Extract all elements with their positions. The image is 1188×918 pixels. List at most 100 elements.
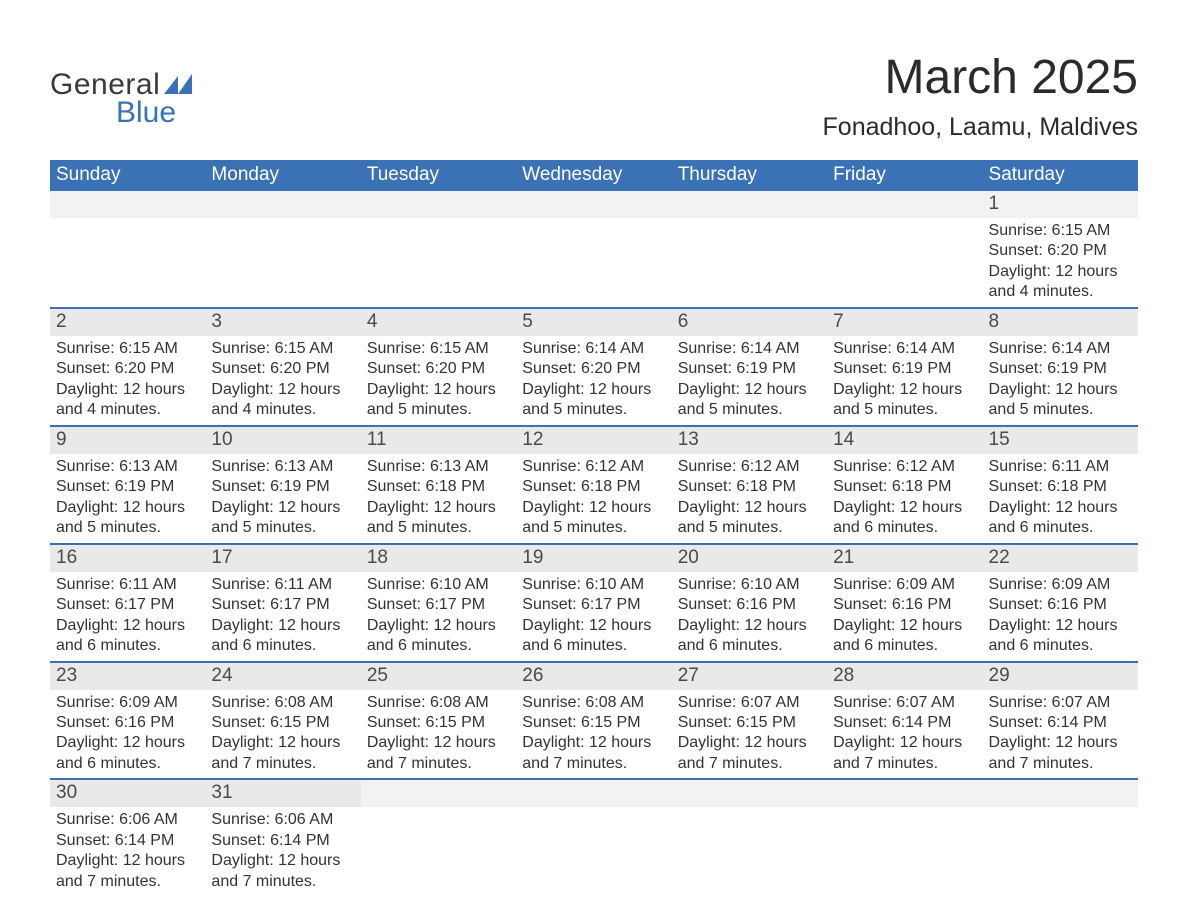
day-number-cell: [361, 779, 516, 807]
daylight-text: Daylight: 12 hours and 5 minutes.: [678, 498, 821, 539]
day-number-cell: 30: [50, 779, 205, 807]
day-detail-cell: Sunrise: 6:07 AMSunset: 6:15 PMDaylight:…: [672, 690, 827, 780]
sunrise-text: Sunrise: 6:13 AM: [211, 457, 354, 477]
day-number-cell: 12: [516, 426, 671, 454]
sunset-text: Sunset: 6:19 PM: [56, 477, 199, 497]
day-detail-cell: [516, 807, 671, 896]
daylight-text: Daylight: 12 hours and 5 minutes.: [211, 498, 354, 539]
day-detail-cell: Sunrise: 6:12 AMSunset: 6:18 PMDaylight:…: [516, 454, 671, 544]
daylight-text: Daylight: 12 hours and 6 minutes.: [989, 498, 1132, 539]
sunrise-text: Sunrise: 6:09 AM: [989, 575, 1132, 595]
sunrise-text: Sunrise: 6:15 AM: [989, 221, 1132, 241]
day-detail-cell: Sunrise: 6:07 AMSunset: 6:14 PMDaylight:…: [827, 690, 982, 780]
month-title: March 2025: [823, 50, 1138, 105]
day-number-cell: 22: [983, 544, 1138, 572]
calendar-header: Sunday Monday Tuesday Wednesday Thursday…: [50, 160, 1138, 191]
week-detail-row: Sunrise: 6:09 AMSunset: 6:16 PMDaylight:…: [50, 690, 1138, 780]
daylight-text: Daylight: 12 hours and 6 minutes.: [833, 616, 976, 657]
sunset-text: Sunset: 6:18 PM: [367, 477, 510, 497]
col-tuesday: Tuesday: [361, 160, 516, 191]
sunset-text: Sunset: 6:20 PM: [367, 359, 510, 379]
day-number-cell: 13: [672, 426, 827, 454]
day-number-cell: 15: [983, 426, 1138, 454]
day-detail-cell: Sunrise: 6:10 AMSunset: 6:17 PMDaylight:…: [516, 572, 671, 662]
day-number-cell: 23: [50, 662, 205, 690]
week-detail-row: Sunrise: 6:06 AMSunset: 6:14 PMDaylight:…: [50, 807, 1138, 896]
sunrise-text: Sunrise: 6:06 AM: [211, 810, 354, 830]
day-number-cell: 19: [516, 544, 671, 572]
day-detail-cell: Sunrise: 6:12 AMSunset: 6:18 PMDaylight:…: [672, 454, 827, 544]
day-detail-cell: Sunrise: 6:09 AMSunset: 6:16 PMDaylight:…: [50, 690, 205, 780]
sunset-text: Sunset: 6:19 PM: [989, 359, 1132, 379]
daylight-text: Daylight: 12 hours and 7 minutes.: [678, 733, 821, 774]
daylight-text: Daylight: 12 hours and 6 minutes.: [522, 616, 665, 657]
sunrise-text: Sunrise: 6:12 AM: [522, 457, 665, 477]
day-detail-cell: Sunrise: 6:11 AMSunset: 6:17 PMDaylight:…: [50, 572, 205, 662]
day-number-cell: 18: [361, 544, 516, 572]
week-daynum-row: 23242526272829: [50, 662, 1138, 690]
day-number-cell: 27: [672, 662, 827, 690]
calendar-page: General Blue March 2025 Fonadhoo, Laamu,…: [0, 0, 1188, 916]
day-detail-cell: Sunrise: 6:13 AMSunset: 6:18 PMDaylight:…: [361, 454, 516, 544]
sunset-text: Sunset: 6:20 PM: [989, 241, 1132, 261]
day-number-cell: 28: [827, 662, 982, 690]
day-detail-cell: Sunrise: 6:11 AMSunset: 6:17 PMDaylight:…: [205, 572, 360, 662]
daylight-text: Daylight: 12 hours and 7 minutes.: [211, 851, 354, 892]
day-detail-cell: [827, 807, 982, 896]
calendar-body: 1Sunrise: 6:15 AMSunset: 6:20 PMDaylight…: [50, 191, 1138, 896]
day-detail-cell: Sunrise: 6:09 AMSunset: 6:16 PMDaylight:…: [827, 572, 982, 662]
day-detail-cell: [983, 807, 1138, 896]
sunset-text: Sunset: 6:20 PM: [522, 359, 665, 379]
week-detail-row: Sunrise: 6:15 AMSunset: 6:20 PMDaylight:…: [50, 336, 1138, 426]
sunset-text: Sunset: 6:17 PM: [56, 595, 199, 615]
day-detail-cell: Sunrise: 6:06 AMSunset: 6:14 PMDaylight:…: [50, 807, 205, 896]
sunrise-text: Sunrise: 6:15 AM: [367, 339, 510, 359]
week-daynum-row: 16171819202122: [50, 544, 1138, 572]
sunset-text: Sunset: 6:14 PM: [211, 831, 354, 851]
sunset-text: Sunset: 6:19 PM: [678, 359, 821, 379]
sunrise-text: Sunrise: 6:12 AM: [833, 457, 976, 477]
day-detail-cell: Sunrise: 6:12 AMSunset: 6:18 PMDaylight:…: [827, 454, 982, 544]
day-detail-cell: Sunrise: 6:14 AMSunset: 6:19 PMDaylight:…: [983, 336, 1138, 426]
daylight-text: Daylight: 12 hours and 5 minutes.: [522, 380, 665, 421]
day-number-cell: 11: [361, 426, 516, 454]
day-detail-cell: [827, 218, 982, 308]
daylight-text: Daylight: 12 hours and 6 minutes.: [678, 616, 821, 657]
week-daynum-row: 2345678: [50, 308, 1138, 336]
day-number-cell: [827, 191, 982, 218]
sunrise-text: Sunrise: 6:15 AM: [211, 339, 354, 359]
day-detail-cell: Sunrise: 6:15 AMSunset: 6:20 PMDaylight:…: [983, 218, 1138, 308]
calendar-table: Sunday Monday Tuesday Wednesday Thursday…: [50, 160, 1138, 896]
sunset-text: Sunset: 6:14 PM: [989, 713, 1132, 733]
logo-flag-icon: [164, 74, 192, 94]
day-number-cell: 4: [361, 308, 516, 336]
day-detail-cell: Sunrise: 6:13 AMSunset: 6:19 PMDaylight:…: [205, 454, 360, 544]
daylight-text: Daylight: 12 hours and 6 minutes.: [367, 616, 510, 657]
day-detail-cell: Sunrise: 6:08 AMSunset: 6:15 PMDaylight:…: [205, 690, 360, 780]
day-number-cell: 29: [983, 662, 1138, 690]
day-number-cell: 7: [827, 308, 982, 336]
day-detail-cell: Sunrise: 6:06 AMSunset: 6:14 PMDaylight:…: [205, 807, 360, 896]
day-detail-cell: Sunrise: 6:14 AMSunset: 6:19 PMDaylight:…: [827, 336, 982, 426]
sunset-text: Sunset: 6:18 PM: [678, 477, 821, 497]
day-detail-cell: Sunrise: 6:15 AMSunset: 6:20 PMDaylight:…: [361, 336, 516, 426]
sunrise-text: Sunrise: 6:09 AM: [833, 575, 976, 595]
daylight-text: Daylight: 12 hours and 5 minutes.: [367, 498, 510, 539]
sunrise-text: Sunrise: 6:06 AM: [56, 810, 199, 830]
sunrise-text: Sunrise: 6:13 AM: [367, 457, 510, 477]
sunset-text: Sunset: 6:17 PM: [367, 595, 510, 615]
sunrise-text: Sunrise: 6:10 AM: [678, 575, 821, 595]
day-number-cell: 16: [50, 544, 205, 572]
day-detail-cell: [361, 218, 516, 308]
sunset-text: Sunset: 6:15 PM: [678, 713, 821, 733]
daylight-text: Daylight: 12 hours and 5 minutes.: [989, 380, 1132, 421]
day-detail-cell: Sunrise: 6:10 AMSunset: 6:16 PMDaylight:…: [672, 572, 827, 662]
day-number-cell: [361, 191, 516, 218]
col-wednesday: Wednesday: [516, 160, 671, 191]
day-number-cell: 17: [205, 544, 360, 572]
day-number-cell: [672, 779, 827, 807]
sunset-text: Sunset: 6:19 PM: [211, 477, 354, 497]
daylight-text: Daylight: 12 hours and 5 minutes.: [522, 498, 665, 539]
day-number-cell: [983, 779, 1138, 807]
sunset-text: Sunset: 6:19 PM: [833, 359, 976, 379]
